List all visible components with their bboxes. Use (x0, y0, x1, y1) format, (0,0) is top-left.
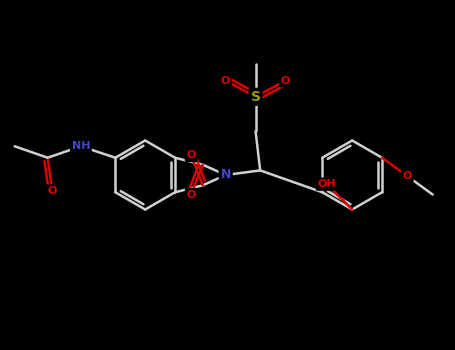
Text: O: O (281, 76, 290, 86)
Text: O: O (221, 76, 230, 86)
Text: OH: OH (318, 179, 336, 189)
Text: N: N (221, 168, 231, 182)
Text: O: O (48, 186, 57, 196)
Text: O: O (403, 171, 412, 181)
Text: S: S (251, 90, 261, 104)
Text: NH: NH (71, 141, 90, 151)
Text: O: O (187, 150, 196, 160)
Text: O: O (187, 190, 196, 200)
